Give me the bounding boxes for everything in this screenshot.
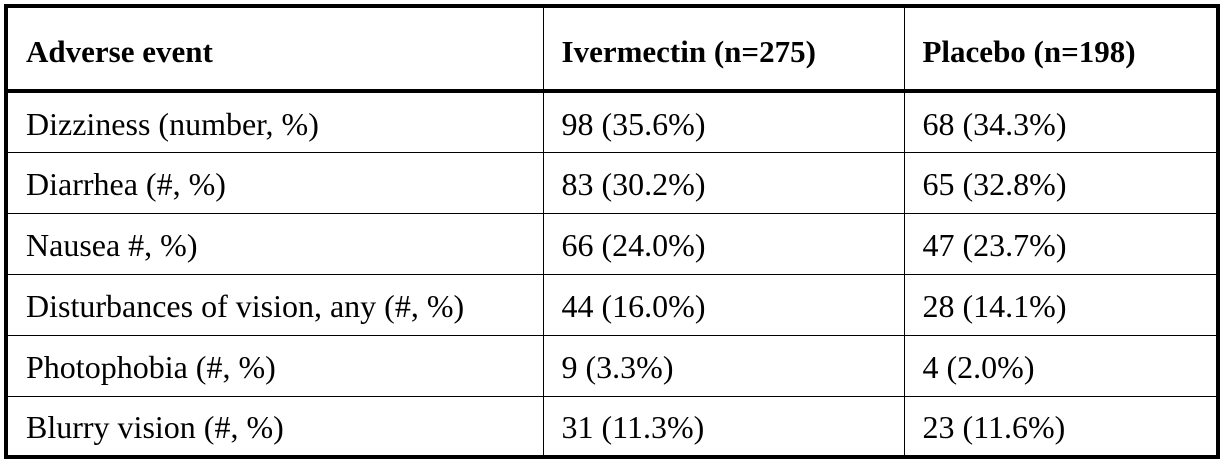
cell-event: Dizziness (number, %) xyxy=(6,91,544,153)
header-adverse-event: Adverse event xyxy=(6,6,544,93)
cell-ivermectin: 66 (24.0%) xyxy=(543,213,905,275)
adverse-events-table: Adverse event Ivermectin (n=275) Placebo… xyxy=(4,4,1220,459)
cell-event: Disturbances of vision, any (#, %) xyxy=(6,274,544,336)
cell-ivermectin: 31 (11.3%) xyxy=(543,396,905,457)
table-row: Dizziness (number, %) 98 (35.6%) 68 (34.… xyxy=(6,91,1218,153)
cell-ivermectin: 9 (3.3%) xyxy=(543,335,905,397)
cell-ivermectin: 83 (30.2%) xyxy=(543,152,905,214)
cell-placebo: 65 (32.8%) xyxy=(904,152,1218,214)
table-row: Nausea #, %) 66 (24.0%) 47 (23.7%) xyxy=(6,213,1218,275)
cell-event: Diarrhea (#, %) xyxy=(6,152,544,214)
cell-placebo: 47 (23.7%) xyxy=(904,213,1218,275)
cell-placebo: 68 (34.3%) xyxy=(904,91,1218,153)
cell-event: Nausea #, %) xyxy=(6,213,544,275)
cell-event: Blurry vision (#, %) xyxy=(6,396,544,457)
table-row: Diarrhea (#, %) 83 (30.2%) 65 (32.8%) xyxy=(6,152,1218,214)
table-row: Blurry vision (#, %) 31 (11.3%) 23 (11.6… xyxy=(6,396,1218,457)
header-row: Adverse event Ivermectin (n=275) Placebo… xyxy=(6,6,1218,93)
table-row: Disturbances of vision, any (#, %) 44 (1… xyxy=(6,274,1218,336)
header-ivermectin: Ivermectin (n=275) xyxy=(543,6,905,93)
table-row: Photophobia (#, %) 9 (3.3%) 4 (2.0%) xyxy=(6,335,1218,397)
cell-ivermectin: 98 (35.6%) xyxy=(543,91,905,153)
cell-event: Photophobia (#, %) xyxy=(6,335,544,397)
header-placebo: Placebo (n=198) xyxy=(904,6,1218,93)
cell-ivermectin: 44 (16.0%) xyxy=(543,274,905,336)
cell-placebo: 23 (11.6%) xyxy=(922,409,1066,446)
cell-placebo: 28 (14.1%) xyxy=(904,274,1218,336)
cell-placebo: 4 (2.0%) xyxy=(904,335,1218,397)
